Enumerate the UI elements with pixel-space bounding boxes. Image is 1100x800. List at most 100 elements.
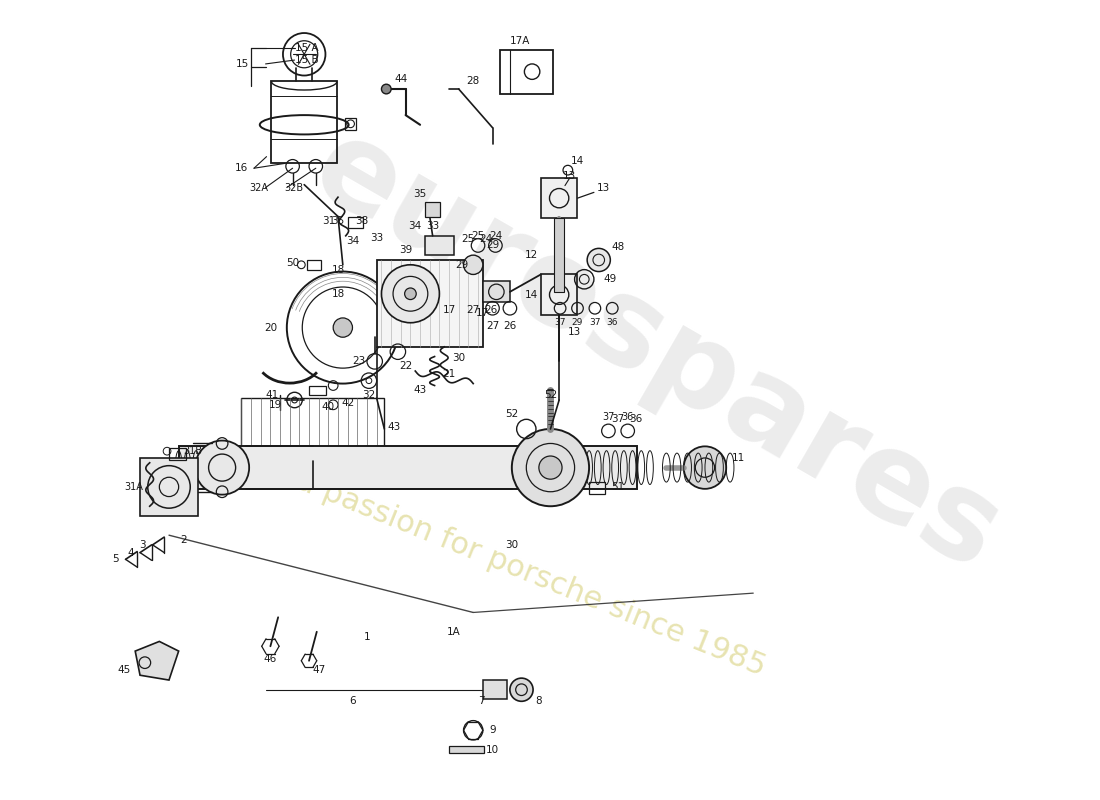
Text: 31: 31: [321, 216, 336, 226]
Bar: [272, 82, 337, 163]
Text: 18: 18: [331, 265, 344, 274]
Text: 17: 17: [442, 305, 455, 315]
Circle shape: [382, 84, 392, 94]
Text: 41: 41: [266, 390, 279, 400]
Text: 43: 43: [414, 386, 427, 395]
Text: 25: 25: [472, 231, 485, 241]
Text: 34: 34: [408, 221, 422, 231]
Text: 42: 42: [341, 398, 354, 408]
Text: 21: 21: [442, 369, 455, 379]
Text: 19: 19: [268, 400, 282, 410]
Text: 26: 26: [484, 305, 497, 315]
Text: 35: 35: [414, 190, 427, 199]
Text: 25: 25: [462, 234, 475, 244]
Text: 34: 34: [345, 236, 359, 246]
Text: 30: 30: [505, 540, 518, 550]
Text: 16: 16: [234, 163, 249, 174]
Text: 46: 46: [264, 654, 277, 664]
Text: eurospares: eurospares: [293, 108, 1021, 595]
Bar: [483, 680, 507, 699]
Text: 40: 40: [322, 402, 334, 412]
Text: 29: 29: [486, 241, 499, 250]
Text: 20: 20: [264, 322, 277, 333]
Circle shape: [195, 441, 250, 494]
Text: 43: 43: [387, 422, 400, 432]
Text: 27: 27: [466, 305, 480, 315]
Text: 50: 50: [286, 258, 299, 268]
Text: 15 A: 15 A: [295, 42, 318, 53]
Text: 32A: 32A: [250, 182, 268, 193]
Text: 17A: 17A: [509, 36, 530, 46]
Bar: [590, 482, 605, 494]
Text: 49: 49: [604, 274, 617, 284]
Bar: [425, 236, 454, 255]
Text: a passion for porsche since 1985: a passion for porsche since 1985: [293, 466, 770, 682]
Text: 28: 28: [466, 76, 480, 86]
Text: 47: 47: [312, 666, 326, 675]
Circle shape: [510, 678, 534, 702]
Text: 1A: 1A: [447, 626, 461, 637]
Text: 32: 32: [362, 390, 375, 400]
Bar: [449, 746, 484, 754]
Bar: [348, 217, 363, 228]
Bar: [307, 260, 320, 270]
Text: 12: 12: [525, 250, 538, 260]
Text: 39: 39: [399, 246, 412, 255]
Bar: [376, 260, 483, 347]
Polygon shape: [135, 642, 178, 680]
Text: 29: 29: [572, 318, 583, 327]
Text: 13: 13: [563, 171, 576, 181]
Text: 23: 23: [353, 356, 366, 366]
Text: 5: 5: [112, 554, 119, 564]
Text: 29: 29: [455, 260, 469, 270]
Text: 4: 4: [128, 547, 134, 558]
Text: 3: 3: [140, 540, 146, 550]
Text: 15 B: 15 B: [295, 55, 318, 65]
Text: 37: 37: [602, 412, 615, 422]
Text: 37: 37: [554, 318, 565, 327]
Text: 31B: 31B: [184, 446, 202, 456]
Circle shape: [333, 318, 352, 338]
Text: 36: 36: [629, 414, 642, 424]
Text: 44: 44: [394, 74, 407, 84]
Text: 52: 52: [505, 410, 518, 419]
Circle shape: [382, 265, 439, 322]
Circle shape: [463, 255, 483, 274]
Text: 30: 30: [452, 354, 465, 363]
Text: 36: 36: [606, 318, 618, 327]
Circle shape: [587, 248, 610, 271]
Bar: [241, 398, 384, 461]
Text: 11: 11: [733, 453, 746, 463]
Text: 15: 15: [235, 59, 250, 69]
Text: 14: 14: [525, 290, 538, 300]
Text: 31A: 31A: [124, 482, 143, 492]
Bar: [541, 274, 578, 315]
Text: 7: 7: [477, 696, 484, 706]
Text: 48: 48: [612, 242, 625, 253]
Circle shape: [684, 446, 726, 489]
Text: 13: 13: [568, 327, 581, 338]
Text: 14: 14: [571, 155, 584, 166]
Bar: [425, 202, 440, 217]
Bar: [178, 446, 637, 489]
Text: 18: 18: [331, 289, 344, 298]
Bar: [344, 118, 356, 130]
Bar: [140, 458, 198, 516]
Bar: [554, 218, 564, 292]
Text: 33: 33: [370, 233, 383, 242]
Text: 24: 24: [488, 231, 502, 241]
Text: 27: 27: [486, 321, 499, 330]
Text: 24: 24: [480, 234, 493, 244]
Text: 32B: 32B: [284, 182, 304, 193]
Text: 9: 9: [490, 726, 496, 735]
Circle shape: [512, 429, 590, 506]
Text: 36: 36: [621, 412, 634, 422]
Text: 22: 22: [399, 361, 412, 371]
Text: 17: 17: [476, 308, 490, 318]
Text: 6: 6: [349, 696, 355, 706]
Text: 1: 1: [364, 632, 371, 642]
Bar: [169, 448, 186, 460]
Circle shape: [405, 288, 416, 299]
Text: 51: 51: [612, 482, 625, 492]
Text: 2: 2: [180, 535, 187, 545]
